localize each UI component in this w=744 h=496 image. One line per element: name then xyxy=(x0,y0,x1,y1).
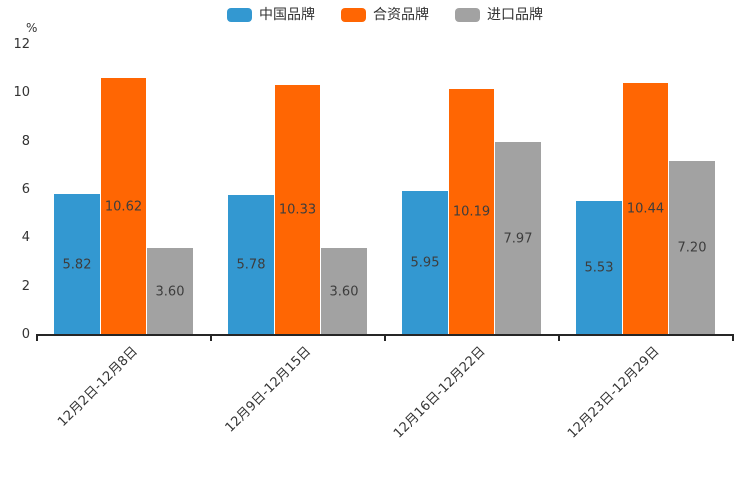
x-axis-tick-mark xyxy=(36,335,38,341)
y-axis-tick-label: 12 xyxy=(13,37,30,52)
bar[interactable] xyxy=(274,85,321,335)
bar-value-label: 10.44 xyxy=(626,201,665,217)
bar-value-label: 10.33 xyxy=(278,202,317,218)
y-axis-tick-label: 6 xyxy=(21,182,30,197)
y-axis-tick-label: 0 xyxy=(21,327,30,342)
bar[interactable] xyxy=(321,248,367,335)
bar-value-label: 5.78 xyxy=(236,257,266,273)
legend-swatch-icon xyxy=(341,8,366,22)
legend-label: 中国品牌 xyxy=(259,7,315,23)
bar[interactable] xyxy=(669,161,715,335)
legend-swatch-icon xyxy=(227,8,252,22)
bar-value-label: 7.20 xyxy=(677,240,707,256)
legend: 中国品牌 合资品牌 进口品牌 xyxy=(37,8,733,22)
bar-value-label: 5.95 xyxy=(410,255,440,271)
y-axis-tick-label: 4 xyxy=(21,230,30,246)
x-axis-tick-mark xyxy=(732,335,734,341)
bar-value-label: 10.62 xyxy=(104,199,143,215)
x-axis-label: 12月16日-12月22日 xyxy=(391,344,489,442)
bar-value-label: 5.82 xyxy=(62,257,92,273)
y-axis-tick-label: 8 xyxy=(21,133,30,149)
x-axis-tick-mark xyxy=(384,335,386,341)
bar[interactable] xyxy=(147,248,193,335)
bar[interactable] xyxy=(402,191,448,335)
x-axis-tick-mark xyxy=(558,335,560,341)
bar[interactable] xyxy=(448,88,495,335)
bar[interactable] xyxy=(495,142,541,335)
x-axis-label: 12月23日-12月29日 xyxy=(565,344,663,442)
bar[interactable] xyxy=(100,78,147,335)
bar[interactable] xyxy=(228,195,274,335)
bar-value-label: 7.97 xyxy=(503,231,533,247)
x-axis-tick-mark xyxy=(210,335,212,341)
x-axis-label: 12月2日-12月8日 xyxy=(54,344,141,430)
legend-item-1[interactable]: 合资品牌 xyxy=(341,8,429,22)
bar-value-label: 10.19 xyxy=(452,204,491,220)
bar[interactable] xyxy=(576,201,622,335)
legend-swatch-icon xyxy=(455,8,480,22)
legend-label: 合资品牌 xyxy=(373,7,429,23)
bar[interactable] xyxy=(622,82,669,335)
y-axis-unit-label: % xyxy=(26,21,38,35)
bar-value-label: 3.60 xyxy=(155,284,185,299)
y-axis-tick-label: 2 xyxy=(21,278,30,294)
legend-item-0[interactable]: 中国品牌 xyxy=(227,8,315,22)
y-axis-tick-label: 10 xyxy=(13,85,30,101)
bar[interactable] xyxy=(54,194,100,335)
bar-value-label: 5.53 xyxy=(584,260,614,276)
x-axis-label: 12月9日-12月15日 xyxy=(222,344,315,436)
bar-value-label: 3.60 xyxy=(329,284,359,299)
legend-item-2[interactable]: 进口品牌 xyxy=(455,8,543,22)
legend-label: 进口品牌 xyxy=(487,7,543,23)
